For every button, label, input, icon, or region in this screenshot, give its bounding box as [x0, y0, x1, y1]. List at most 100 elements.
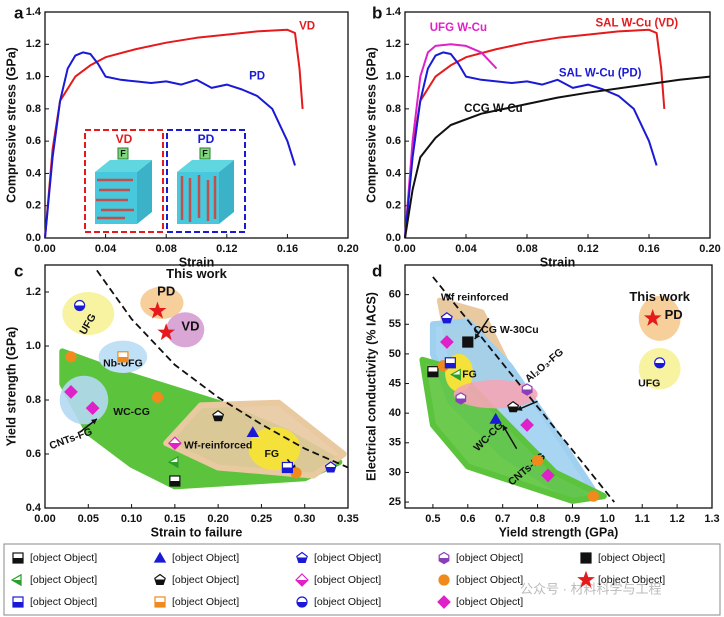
y-tick-label: 40 — [389, 407, 401, 419]
annotation: PD — [665, 307, 683, 322]
legend-label: [object Object] — [314, 574, 381, 586]
cube-top — [95, 160, 152, 172]
marker — [507, 400, 520, 413]
x-tick-label: 0.20 — [337, 243, 358, 255]
marker — [64, 385, 78, 399]
x-tick-label: 0.25 — [251, 513, 272, 525]
marker — [455, 392, 467, 405]
legend-marker — [154, 573, 166, 586]
y-tick-label: 1.0 — [26, 70, 41, 82]
watermark: 公众号 · 材料科学与工程 — [520, 581, 662, 596]
y-tick-label: 0.8 — [26, 394, 41, 406]
plot-frame — [404, 264, 713, 509]
line — [44, 51, 296, 239]
y-tick-label: 1.2 — [26, 38, 41, 50]
y-tick-label: 55 — [389, 318, 401, 330]
legend-label: [object Object] — [598, 552, 665, 564]
marker — [450, 368, 461, 381]
y-tick-label: 35 — [389, 437, 401, 449]
x-tick-label: 0.30 — [294, 513, 315, 525]
y-tick-label: 1.0 — [26, 340, 41, 352]
line — [404, 43, 498, 239]
legend-label: [object Object] — [598, 574, 665, 586]
x-tick-label: 0.00 — [394, 243, 415, 255]
legend-label: [object Object] — [456, 574, 523, 586]
legend-label: [object Object] — [456, 596, 523, 608]
x-tick-label: 0.04 — [95, 243, 117, 255]
x-tick-label: 0.8 — [530, 513, 545, 525]
region — [638, 347, 681, 390]
y-axis-label: Compressive stress (GPa) — [4, 47, 18, 203]
marker — [520, 418, 534, 432]
x-axis-label: Yield strength (GPa) — [499, 525, 619, 539]
x-tick-label: 0.15 — [164, 513, 185, 525]
x-tick-label: 1.0 — [600, 513, 615, 525]
legend-marker — [438, 551, 450, 565]
cube-side — [219, 160, 234, 224]
y-axis-label: Electrical conductivity (% IACS) — [364, 292, 378, 481]
cube-streaks — [180, 175, 217, 222]
y-tick-label: 45 — [389, 377, 401, 389]
arrow-head — [91, 418, 97, 425]
x-tick-label: 0.10 — [121, 513, 142, 525]
annotation: CCG W-30Cu — [474, 324, 539, 336]
x-tick-label: 1.1 — [635, 513, 650, 525]
marker — [157, 323, 176, 341]
legend-marker — [153, 551, 167, 563]
legend-marker — [438, 574, 450, 586]
legend-frame — [3, 543, 721, 616]
arrow-head — [516, 405, 523, 411]
legend-label: [object Object] — [172, 552, 239, 564]
legend-label: [object Object] — [456, 552, 523, 564]
annotation: This work — [166, 266, 227, 281]
marker — [281, 461, 293, 474]
y-tick-label: 0.4 — [26, 167, 42, 179]
legend-label: [object Object] — [30, 596, 97, 608]
marker — [212, 409, 225, 422]
line — [44, 28, 304, 239]
legend-marker — [295, 573, 309, 587]
annotation: This work — [629, 289, 690, 304]
y-tick-label: 60 — [389, 289, 401, 301]
marker — [74, 299, 86, 312]
marker — [324, 461, 337, 473]
force-box — [117, 147, 129, 160]
y-tick-label: 30 — [389, 466, 401, 478]
series-label: SAL W-Cu (VD) — [595, 17, 678, 29]
annotation: Nb-UFG — [103, 357, 143, 369]
y-tick-label: 1.4 — [386, 6, 402, 18]
region — [59, 375, 109, 425]
region — [638, 295, 681, 341]
panel: a 0.00 0.04 0.08 0.12 0.16 0.20 0.0 0.2 0.4 0.6 0.8… — [4, 3, 358, 269]
x-tick-label: 0.12 — [216, 243, 237, 255]
panel-letter: a — [14, 3, 24, 22]
line — [404, 51, 658, 239]
cube-top — [177, 160, 234, 172]
y-tick-label: 1.0 — [386, 70, 401, 82]
annotation: WC-CG — [113, 406, 150, 418]
x-axis-label: Strain to failure — [151, 525, 243, 539]
y-tick-label: 1.2 — [26, 286, 41, 298]
series-label: SAL W-Cu (PD) — [559, 67, 642, 79]
marker — [151, 391, 164, 403]
x-tick-label: 0.00 — [34, 243, 55, 255]
legend-marker — [12, 552, 24, 564]
x-axis-label: Strain — [179, 255, 214, 269]
y-tick-label: 0.6 — [26, 448, 41, 460]
x-tick-label: 1.2 — [669, 513, 684, 525]
cube-streaks — [96, 178, 134, 220]
y-tick-label: 0.4 — [26, 502, 42, 514]
annotation: PD — [157, 283, 175, 298]
y-tick-label: 0.6 — [26, 135, 41, 147]
x-tick-label: 0.7 — [495, 513, 510, 525]
panel-letter: d — [372, 261, 382, 280]
legend-label: [object Object] — [172, 574, 239, 586]
marker — [85, 401, 100, 415]
legend-marker — [154, 596, 166, 608]
y-axis-label: Compressive stress (GPa) — [364, 47, 378, 203]
legend-marker — [437, 595, 451, 609]
x-tick-label: 0.35 — [337, 513, 358, 525]
marker — [521, 383, 533, 396]
